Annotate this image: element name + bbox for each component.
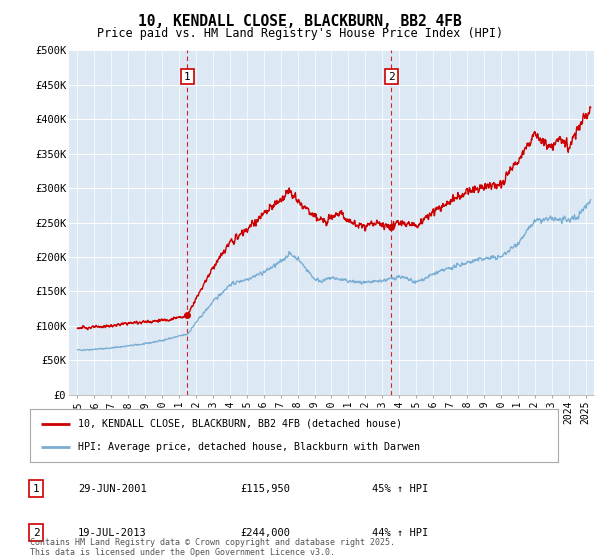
Text: Contains HM Land Registry data © Crown copyright and database right 2025.
This d: Contains HM Land Registry data © Crown c… — [30, 538, 395, 557]
Text: 2: 2 — [388, 72, 395, 82]
Text: 10, KENDALL CLOSE, BLACKBURN, BB2 4FB: 10, KENDALL CLOSE, BLACKBURN, BB2 4FB — [138, 14, 462, 29]
Text: 10, KENDALL CLOSE, BLACKBURN, BB2 4FB (detached house): 10, KENDALL CLOSE, BLACKBURN, BB2 4FB (d… — [77, 419, 401, 429]
Text: 45% ↑ HPI: 45% ↑ HPI — [372, 484, 428, 493]
Text: 2: 2 — [32, 528, 40, 538]
Text: 19-JUL-2013: 19-JUL-2013 — [78, 528, 147, 538]
Text: 1: 1 — [32, 484, 40, 493]
Text: HPI: Average price, detached house, Blackburn with Darwen: HPI: Average price, detached house, Blac… — [77, 442, 419, 452]
Text: 44% ↑ HPI: 44% ↑ HPI — [372, 528, 428, 538]
Text: 1: 1 — [184, 72, 191, 82]
Text: £244,000: £244,000 — [240, 528, 290, 538]
Text: 29-JUN-2001: 29-JUN-2001 — [78, 484, 147, 493]
Text: Price paid vs. HM Land Registry's House Price Index (HPI): Price paid vs. HM Land Registry's House … — [97, 27, 503, 40]
Text: £115,950: £115,950 — [240, 484, 290, 493]
